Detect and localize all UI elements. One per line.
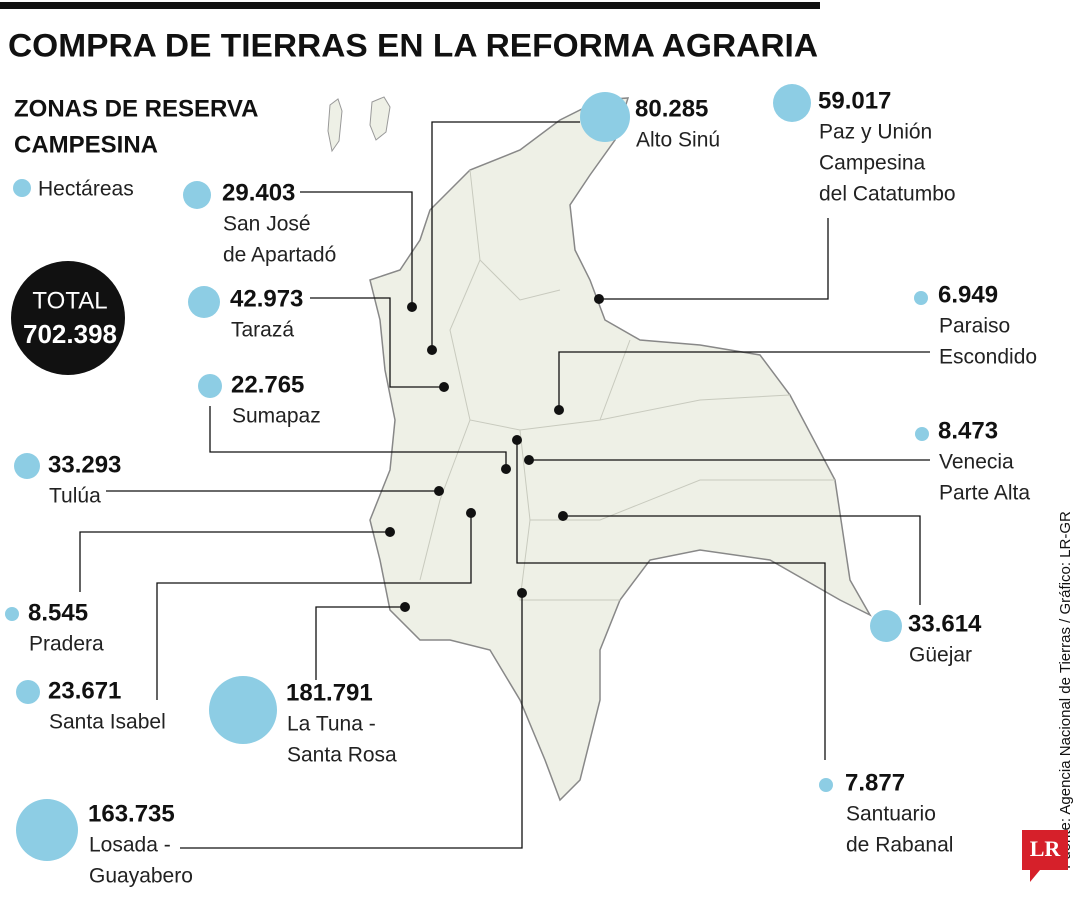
leader-line [209, 406, 507, 469]
zone-name: Tarazá [231, 319, 294, 342]
source: Fuente: Agencia Nacional de Tierras / Gr… [1057, 511, 1074, 869]
zone-name: Santa Rosa [287, 744, 397, 767]
islands [327, 96, 391, 153]
bubble [870, 610, 902, 642]
top-bar [0, 2, 820, 9]
location-dot [407, 302, 417, 312]
zone-value: 181.791 [286, 679, 373, 706]
zone-name: Alto Sinú [636, 129, 720, 152]
zone-name: Parte Alta [939, 482, 1030, 505]
location-dot [439, 382, 449, 392]
location-dot [524, 455, 534, 465]
total-value: 702.398 [23, 319, 117, 349]
zone-value: 33.293 [48, 451, 121, 478]
bubble [16, 799, 78, 861]
zone-name: San José [223, 213, 311, 236]
location-dot [512, 435, 522, 445]
zone-value: 7.877 [845, 769, 905, 796]
zone-value: 33.614 [908, 610, 982, 637]
bubble [14, 453, 40, 479]
zone-name: Escondido [939, 346, 1037, 369]
zone-name: Tulúa [49, 485, 101, 508]
zone-name: La Tuna - [287, 713, 376, 736]
zone-value: 8.473 [938, 417, 998, 444]
leader-line [516, 440, 826, 760]
legend-bubble [13, 179, 31, 197]
zone-value: 8.545 [28, 599, 88, 626]
leader-line [300, 191, 413, 307]
bubble [209, 676, 277, 744]
leader-line [156, 513, 472, 700]
bubble [580, 92, 630, 142]
bubble [183, 181, 211, 209]
map [327, 96, 872, 802]
leader-line [431, 121, 580, 350]
zone-value: 42.973 [230, 285, 303, 312]
zone-value: 22.765 [231, 371, 304, 398]
department-borders [419, 169, 835, 601]
bubble [198, 374, 222, 398]
bubble [819, 778, 833, 792]
zone-value: 80.285 [635, 95, 708, 122]
total-circle [11, 261, 125, 375]
zone-name: Sumapaz [232, 405, 321, 428]
leader-line [310, 297, 444, 388]
zone-name: del Catatumbo [819, 183, 956, 206]
legend-unit: Hectáreas [38, 178, 134, 201]
zone-name: Paraiso [939, 315, 1010, 338]
location-dot [466, 508, 476, 518]
location-dot [594, 294, 604, 304]
zone-name: Santa Isabel [49, 711, 166, 734]
zone-name: Güejar [909, 644, 972, 667]
legend-heading: CAMPESINA [14, 131, 158, 158]
location-dot [558, 511, 568, 521]
logo-text: LR [1030, 836, 1062, 861]
zone-value: 29.403 [222, 179, 295, 206]
total-label: TOTAL [32, 287, 107, 314]
zone-name: de Rabanal [846, 834, 953, 857]
bubble [914, 291, 928, 305]
bubble [16, 680, 40, 704]
bubble [188, 286, 220, 318]
bubble [915, 427, 929, 441]
zone-name: Guayabero [89, 865, 193, 888]
zone-name: Venecia [939, 451, 1014, 474]
zone-name: Pradera [29, 633, 104, 656]
location-dot [501, 464, 511, 474]
zone-value: 6.949 [938, 281, 998, 308]
leader-line [315, 606, 405, 680]
legend-heading: ZONAS DE RESERVA [14, 95, 259, 122]
country-outline [369, 97, 872, 802]
zone-name: Santuario [846, 803, 936, 826]
location-dot [427, 345, 437, 355]
leader-line [599, 218, 829, 300]
zone-value: 59.017 [818, 87, 891, 114]
location-dot [434, 486, 444, 496]
location-dot [554, 405, 564, 415]
leader-line [180, 593, 523, 849]
location-dot [400, 602, 410, 612]
zone-name: Paz y Unión [819, 121, 932, 144]
bubble [773, 84, 811, 122]
leader-line [563, 515, 921, 605]
location-dot [517, 588, 527, 598]
location-dot [385, 527, 395, 537]
zone-name: Campesina [819, 152, 926, 175]
bubble [5, 607, 19, 621]
zone-name: de Apartadó [223, 244, 336, 267]
leader-line [79, 531, 390, 592]
logo-badge [1022, 830, 1068, 882]
logo: LR [1022, 830, 1068, 882]
zone-value: 163.735 [88, 800, 175, 827]
zone-value: 23.671 [48, 677, 121, 704]
title: COMPRA DE TIERRAS EN LA REFORMA AGRARIA [8, 27, 818, 63]
zone-name: Losada - [89, 834, 171, 857]
leader-line [558, 351, 930, 410]
